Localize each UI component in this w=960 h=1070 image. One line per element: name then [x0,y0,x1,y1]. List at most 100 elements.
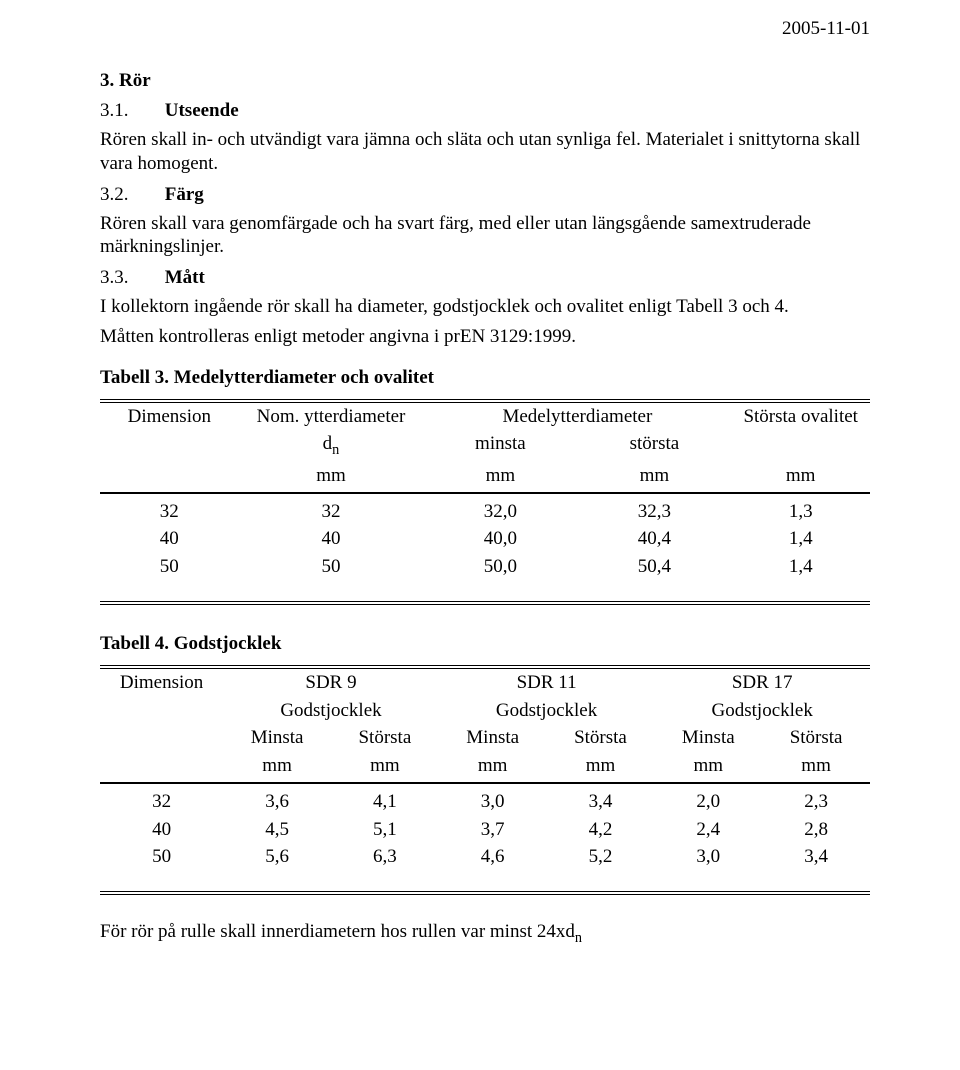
t4-cell: 2,4 [654,816,762,844]
section-3-2-heading: 3.2. Färg [100,184,870,206]
t4-cell: 5,2 [547,843,655,893]
t3-cell: 1,3 [731,493,870,526]
t3-h-med: Medelytterdiameter [423,401,731,431]
section-3-2-title: Färg [165,184,204,205]
table-4-header-row-2: Godstjocklek Godstjocklek Godstjocklek [100,697,870,725]
t3-cell: 32 [100,493,239,526]
section-3-3-title: Mått [165,267,205,288]
t3-cell: 32,3 [577,493,731,526]
t3-h-mm4: mm [731,462,870,493]
section-3-1-heading: 3.1. Utseende [100,100,870,122]
t3-cell: 40,0 [423,525,577,553]
page: 2005-11-01 3. Rör 3.1. Utseende Rören sk… [0,0,960,967]
t4-h-dim: Dimension [100,667,223,697]
t4-h-mm: mm [547,752,655,783]
section-3-1-title: Utseende [165,100,239,121]
table-3-caption: Tabell 3. Medelytterdiameter och ovalite… [100,367,870,389]
table-4-caption: Tabell 4. Godstjocklek [100,633,870,655]
t4-h-mm: mm [439,752,547,783]
table-4: Dimension SDR 9 SDR 11 SDR 17 Godstjockl… [100,665,870,895]
t4-cell: 3,4 [547,783,655,816]
t3-h-min: minsta [423,430,577,462]
table-3-header-row-1: Dimension Nom. ytterdiameter Medelytterd… [100,401,870,431]
t3-cell: 1,4 [731,525,870,553]
t4-cell: 2,8 [762,816,870,844]
t3-cell: 50,0 [423,553,577,603]
t3-row: 50 50 50,0 50,4 1,4 [100,553,870,603]
table-3: Dimension Nom. ytterdiameter Medelytterd… [100,399,870,605]
t3-row: 40 40 40,0 40,4 1,4 [100,525,870,553]
section-3-title: Rör [119,70,151,91]
t3-h-dn: dn [239,430,424,462]
t3-cell: 40 [239,525,424,553]
table-4-header-row-1: Dimension SDR 9 SDR 11 SDR 17 [100,667,870,697]
t4-h-max2: Största [547,724,655,752]
t4-h-g1: Godstjocklek [223,697,439,725]
t4-cell: 4,1 [331,783,439,816]
t4-cell: 5,1 [331,816,439,844]
footer-text: För rör på rulle skall innerdiametern ho… [100,921,575,942]
section-3-3-para2: Måtten kontrolleras enligt metoder angiv… [100,325,870,349]
t4-h-min2: Minsta [439,724,547,752]
t4-h-g2: Godstjocklek [439,697,655,725]
t3-cell: 1,4 [731,553,870,603]
section-3-2-para: Rören skall vara genomfärgade och ha sva… [100,212,870,260]
t4-row: 40 4,5 5,1 3,7 4,2 2,4 2,8 [100,816,870,844]
t4-cell: 5,6 [223,843,331,893]
t4-cell: 50 [100,843,223,893]
section-3-num: 3. [100,70,114,91]
section-3-3-num: 3.3. [100,267,160,289]
t4-h-max3: Största [762,724,870,752]
section-3-3-para1: I kollektorn ingående rör skall ha diame… [100,295,870,319]
t4-h-min1: Minsta [223,724,331,752]
section-3-1-para: Rören skall in- och utvändigt vara jämna… [100,128,870,176]
t3-cell: 32 [239,493,424,526]
table-4-header-row-3: Minsta Största Minsta Största Minsta Stö… [100,724,870,752]
t3-cell: 50 [239,553,424,603]
section-3-1-num: 3.1. [100,100,160,122]
t4-h-g3: Godstjocklek [654,697,870,725]
t4-h-min3: Minsta [654,724,762,752]
t3-row: 32 32 32,0 32,3 1,3 [100,493,870,526]
t3-cell: 40 [100,525,239,553]
t4-cell: 4,2 [547,816,655,844]
table-3-header-row-2: dn minsta största [100,430,870,462]
t4-cell: 4,5 [223,816,331,844]
t3-cell: 40,4 [577,525,731,553]
t4-cell: 3,4 [762,843,870,893]
doc-date: 2005-11-01 [100,18,870,40]
t3-h-mm2: mm [423,462,577,493]
t4-cell: 3,6 [223,783,331,816]
t4-h-mm: mm [654,752,762,783]
t4-h-mm: mm [762,752,870,783]
t4-cell: 2,3 [762,783,870,816]
t4-cell: 32 [100,783,223,816]
t4-cell: 3,0 [654,843,762,893]
t4-cell: 3,7 [439,816,547,844]
t4-cell: 40 [100,816,223,844]
t3-h-max: största [577,430,731,462]
t4-cell: 4,6 [439,843,547,893]
t4-h-mm: mm [223,752,331,783]
table-4-header-row-4: mm mm mm mm mm mm [100,752,870,783]
footer-note: För rör på rulle skall innerdiametern ho… [100,921,870,947]
section-3-2-num: 3.2. [100,184,160,206]
t4-h-sdr9: SDR 9 [223,667,439,697]
t4-cell: 2,0 [654,783,762,816]
t4-row: 50 5,6 6,3 4,6 5,2 3,0 3,4 [100,843,870,893]
t3-cell: 32,0 [423,493,577,526]
t4-h-sdr11: SDR 11 [439,667,655,697]
t4-cell: 6,3 [331,843,439,893]
section-3-3-heading: 3.3. Mått [100,267,870,289]
t3-cell: 50 [100,553,239,603]
table-3-header-row-3: mm mm mm mm [100,462,870,493]
footer-sub: n [575,930,582,946]
t3-h-oval: Största ovalitet [731,401,870,431]
t4-cell: 3,0 [439,783,547,816]
t4-h-sdr17: SDR 17 [654,667,870,697]
t4-h-max1: Största [331,724,439,752]
t4-h-mm: mm [331,752,439,783]
t3-h-nom: Nom. ytterdiameter [239,401,424,431]
t3-h-dim: Dimension [100,401,239,431]
t3-h-mm1: mm [239,462,424,493]
